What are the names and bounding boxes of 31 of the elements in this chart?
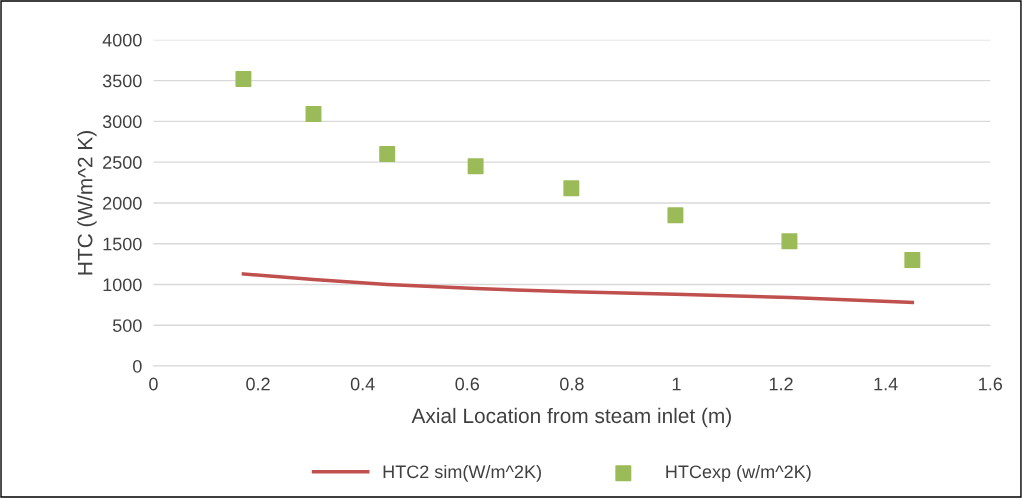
y-tick-label: 500 — [112, 319, 142, 332]
point — [305, 106, 322, 123]
x-tick-label: 0.8 — [560, 377, 584, 391]
point — [235, 71, 252, 87]
y-tick-label: 0 — [133, 359, 142, 373]
point — [781, 233, 798, 250]
point — [667, 207, 684, 224]
legend-label: HTC2 sim(W/m^2K) — [383, 464, 541, 482]
point — [379, 146, 396, 162]
y-tick-label: 2500 — [103, 156, 142, 169]
x-tick-label: 1.6 — [979, 377, 1003, 391]
y-tick-label: 4000 — [102, 33, 142, 47]
y-tick-label: 1500 — [103, 237, 142, 251]
point — [904, 252, 921, 268]
y-tick-label: 1000 — [103, 278, 142, 292]
line-series — [241, 272, 915, 305]
y-tick-label: 3500 — [102, 74, 142, 88]
x-tick-label: 1 — [672, 377, 681, 391]
y-tick-label: 3000 — [102, 115, 142, 129]
point — [563, 180, 580, 197]
x-tick-label: 1.2 — [769, 377, 793, 391]
y-axis-title: HTC (W/m^2 K) — [77, 131, 97, 275]
x-axis-title: Axial Location from steam inlet (m) — [411, 407, 731, 428]
x-tick-label: 0 — [149, 377, 158, 391]
x-tick-label: 0.6 — [455, 377, 480, 391]
point — [467, 158, 484, 175]
x-tick-label: 0.4 — [350, 377, 375, 391]
legend-label: HTCexp (w/m^2K) — [666, 464, 811, 482]
x-tick-label: 0.2 — [246, 377, 270, 391]
y-tick-label: 2000 — [103, 196, 142, 210]
x-tick-label: 1.4 — [874, 377, 898, 391]
